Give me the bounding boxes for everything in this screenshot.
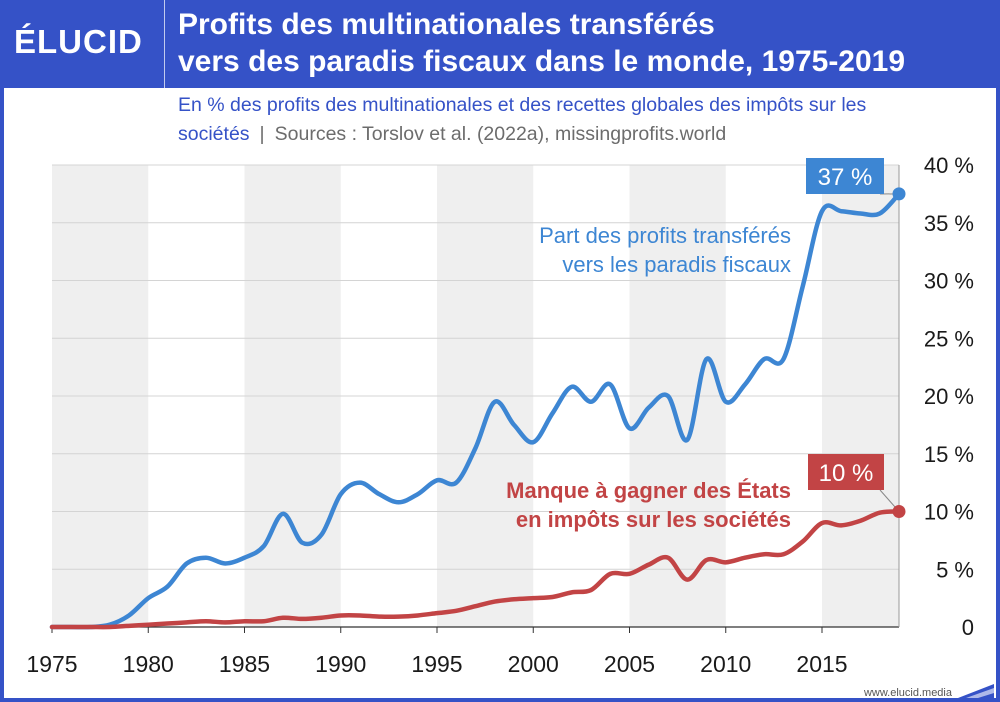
y-tick-label: 35 % bbox=[924, 211, 974, 236]
y-tick-label: 25 % bbox=[924, 326, 974, 351]
x-tick-label: 2005 bbox=[604, 651, 655, 677]
sources-text: Sources : Torslov et al. (2022a), missin… bbox=[274, 123, 727, 145]
end-value-box bbox=[808, 454, 884, 490]
series-label-line-1: Part des profits transférés bbox=[539, 223, 791, 248]
x-tick-label: 2015 bbox=[796, 651, 847, 677]
chart-title: Profits des multinationales transférés v… bbox=[178, 6, 988, 80]
y-tick-label: 30 % bbox=[924, 269, 974, 294]
footer-flag-icon bbox=[958, 684, 994, 698]
end-value-label: 10 % bbox=[819, 460, 874, 487]
series-line bbox=[49, 191, 902, 630]
series-end-point bbox=[892, 187, 906, 201]
series-label-line-1: Manque à gagner des États bbox=[506, 478, 791, 503]
title-line-1: Profits des multinationales transférés bbox=[178, 8, 715, 41]
title-line-2: vers des paradis fiscaux dans le monde, … bbox=[178, 45, 906, 78]
x-tick-label: 1980 bbox=[123, 651, 174, 677]
x-tick-label: 2010 bbox=[700, 651, 751, 677]
series-line bbox=[49, 509, 902, 630]
elucid-logo[interactable]: ÉLUCID bbox=[14, 23, 143, 60]
x-tick-label: 1985 bbox=[219, 651, 270, 677]
x-tick-label: 1990 bbox=[315, 651, 366, 677]
y-tick-label: 40 % bbox=[924, 153, 974, 178]
header-bar: ÉLUCID Profits des multinationales trans… bbox=[0, 0, 1000, 88]
y-tick-label: 10 % bbox=[924, 500, 974, 525]
series-label-line-2: en impôts sur les sociétés bbox=[516, 507, 791, 532]
end-value-label: 37 % bbox=[818, 164, 873, 191]
series-end-point bbox=[892, 505, 906, 518]
y-tick-label: 15 % bbox=[924, 442, 974, 467]
header-divider bbox=[164, 0, 165, 88]
x-tick-label: 1975 bbox=[26, 651, 77, 677]
x-tick-label: 2000 bbox=[508, 651, 559, 677]
y-tick-label: 5 % bbox=[936, 557, 974, 582]
subtitle-separator: | bbox=[259, 123, 265, 145]
chart-subtitle: En % des profits des multinationales et … bbox=[178, 91, 993, 149]
x-tick-label: 1995 bbox=[411, 651, 462, 677]
y-tick-label: 20 % bbox=[924, 384, 974, 409]
y-tick-label: 0 bbox=[962, 615, 974, 640]
series-label-line-2: vers les paradis fiscaux bbox=[562, 252, 791, 277]
subtitle-text: En % des profits des multinationales et … bbox=[178, 94, 867, 145]
footer-url[interactable]: www.elucid.media bbox=[863, 687, 952, 699]
end-value-box bbox=[806, 158, 884, 194]
